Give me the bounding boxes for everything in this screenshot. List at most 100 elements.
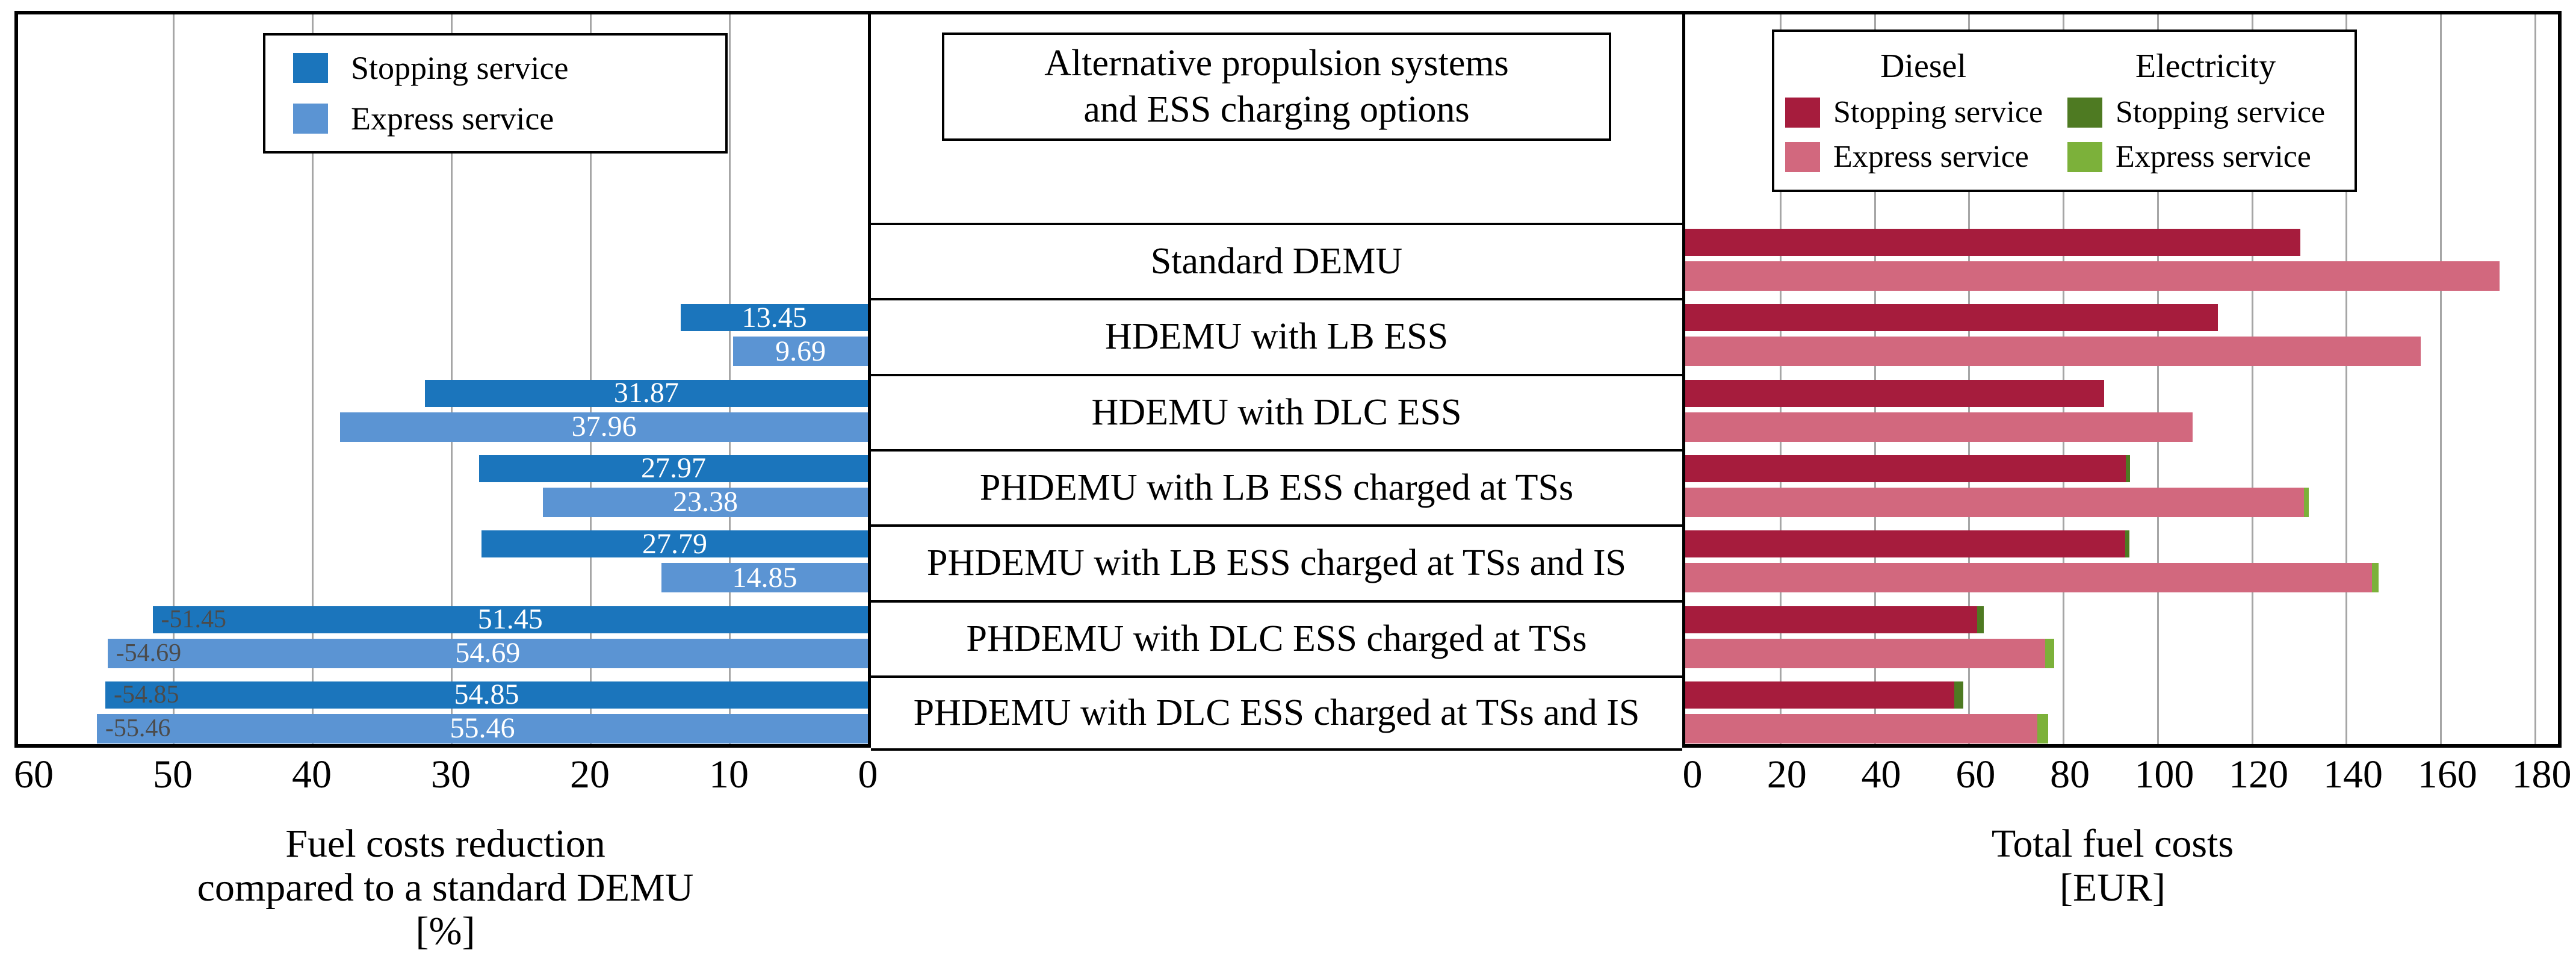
fuelcost-bar-stopping-1 (1685, 304, 2218, 332)
fuelcost-bar-express-6 (1685, 713, 2048, 743)
left-tick-0: 0 (858, 753, 878, 796)
left-tick-60: 60 (14, 753, 54, 796)
legend-item-electricity-express: Express service (2067, 139, 2344, 175)
right-tick-120: 120 (2229, 753, 2289, 796)
category-row-1: HDEMU with LB ESS (871, 298, 1682, 374)
left-gridline-20 (590, 14, 592, 744)
diesel-segment (1685, 681, 1954, 709)
category-label: PHDEMU with LB ESS charged at TSs and IS (927, 542, 1626, 584)
bar-negative-value-label: -54.69 (116, 639, 182, 667)
legend-item-diesel-stopping: Stopping service (1785, 95, 2061, 130)
bar-value-label: 14.85 (732, 561, 797, 594)
fuelcost-bar-stopping-6 (1685, 681, 1963, 709)
category-row-2: HDEMU with DLC ESS (871, 373, 1682, 449)
bar-value-label: 23.38 (672, 486, 738, 518)
electricity-segment (2037, 713, 2048, 743)
category-label: HDEMU with LB ESS (1104, 316, 1449, 358)
electricity-segment (2045, 638, 2054, 668)
right-gridline-100 (2156, 14, 2159, 744)
left-gridline-50 (173, 14, 175, 744)
right-tick-60: 60 (1955, 753, 1996, 796)
legend-label: Stopping service (351, 49, 569, 86)
bar-negative-value-label: -55.46 (105, 715, 171, 743)
bar-value-label: 55.46 (450, 712, 515, 745)
category-label: PHDEMU with DLC ESS charged at TSs and I… (913, 692, 1640, 733)
reduction-bar-express-5: 54.69 -54.69 (107, 638, 868, 668)
reduction-bar-express-4: 14.85 (661, 561, 868, 594)
right-tick-180: 180 (2512, 753, 2572, 796)
fuelcost-bar-stopping-4 (1685, 530, 2130, 558)
diesel-segment (1685, 304, 2218, 332)
category-row-3: PHDEMU with LB ESS charged at TSs (871, 449, 1682, 525)
legend-swatch-diesel-express (1785, 141, 1820, 172)
legend-item-stopping-service: Stopping service (293, 49, 725, 87)
reduction-bar-stopping-3: 27.97 (478, 454, 868, 483)
legend-swatch-electricity-stopping (2067, 97, 2102, 128)
diesel-segment (1685, 606, 1978, 633)
reduction-bar-express-2: 37.96 (340, 412, 868, 442)
reduction-bar-express-6: 55.46 -55.46 (96, 712, 868, 745)
legend-label: Express service (2116, 140, 2311, 174)
legend-item-diesel-express: Express service (1785, 139, 2061, 175)
legend-swatch-express-blue (293, 104, 328, 134)
right-axis-title: Total fuel costs [EUR] (1991, 822, 2234, 910)
fuelcost-bar-express-4 (1685, 563, 2379, 593)
right-tick-40: 40 (1861, 753, 1901, 796)
bar-value-label: 51.45 (477, 603, 543, 635)
right-gridline-40 (1874, 14, 1876, 744)
electricity-segment (2371, 563, 2379, 593)
diesel-segment (1685, 563, 2372, 593)
legend-label: Express service (1833, 140, 2029, 174)
right-gridline-160 (2440, 14, 2442, 744)
legend-swatch-diesel-stopping (1785, 97, 1820, 128)
bar-value-label: 13.45 (742, 301, 807, 334)
legend-item-electricity-stopping: Stopping service (2067, 95, 2344, 130)
right-tick-80: 80 (2050, 753, 2090, 796)
category-row-5: PHDEMU with DLC ESS charged at TSs (871, 600, 1682, 675)
bar-value-label: 27.79 (642, 527, 708, 560)
bar-value-label: 54.85 (454, 678, 519, 711)
fuelcost-bar-express-2 (1685, 412, 2193, 442)
right-gridline-140 (2345, 14, 2348, 744)
left-tick-30: 30 (431, 753, 471, 796)
legend-label: Express service (351, 101, 554, 137)
bar-value-label: 9.69 (775, 335, 826, 367)
electricity-segment (2126, 455, 2131, 482)
electricity-segment (1977, 606, 1984, 633)
legend-item-express-service: Express service (293, 100, 725, 137)
reduction-bar-stopping-5: 51.45 -51.45 (152, 603, 868, 635)
left-gridline-10 (729, 14, 731, 744)
left-tick-40: 40 (292, 753, 332, 796)
right-tick-0: 0 (1682, 753, 1703, 796)
reduction-bar-express-3: 23.38 (542, 486, 868, 518)
right-chart-panel: Diesel Electricity Stopping service Stop… (1685, 14, 2558, 744)
left-tick-10: 10 (709, 753, 749, 796)
right-gridline-120 (2251, 14, 2253, 744)
bar-value-label: 31.87 (613, 377, 679, 409)
right-tick-100: 100 (2134, 753, 2194, 796)
bar-negative-value-label: -54.85 (113, 681, 179, 709)
category-label: PHDEMU with DLC ESS charged at TSs (966, 618, 1587, 659)
electricity-segment (2304, 487, 2309, 517)
category-label: PHDEMU with LB ESS charged at TSs (979, 467, 1574, 509)
left-tick-50: 50 (153, 753, 193, 796)
reduction-bar-stopping-4: 27.79 (481, 527, 868, 560)
right-gridline-80 (2063, 14, 2065, 744)
legend-swatch-electricity-express (2067, 141, 2102, 172)
legend-label: Stopping service (1833, 95, 2043, 129)
bar-value-label: 37.96 (571, 411, 637, 443)
category-label: HDEMU with DLC ESS (1091, 391, 1462, 433)
fuelcost-bar-stopping-2 (1685, 379, 2105, 407)
right-tick-140: 140 (2323, 753, 2383, 796)
reduction-bar-stopping-6: 54.85 -54.85 (105, 678, 868, 711)
diesel-segment (1685, 261, 2500, 291)
diesel-segment (1685, 487, 2305, 517)
category-label: Standard DEMU (1150, 241, 1403, 282)
diesel-segment (1685, 412, 2193, 442)
fuelcost-bar-express-1 (1685, 337, 2421, 367)
reduction-bar-stopping-2: 31.87 (424, 377, 868, 409)
reduction-bar-express-1: 9.69 (733, 335, 868, 367)
right-gridline-180 (2534, 14, 2536, 744)
electricity-segment (2125, 530, 2130, 558)
